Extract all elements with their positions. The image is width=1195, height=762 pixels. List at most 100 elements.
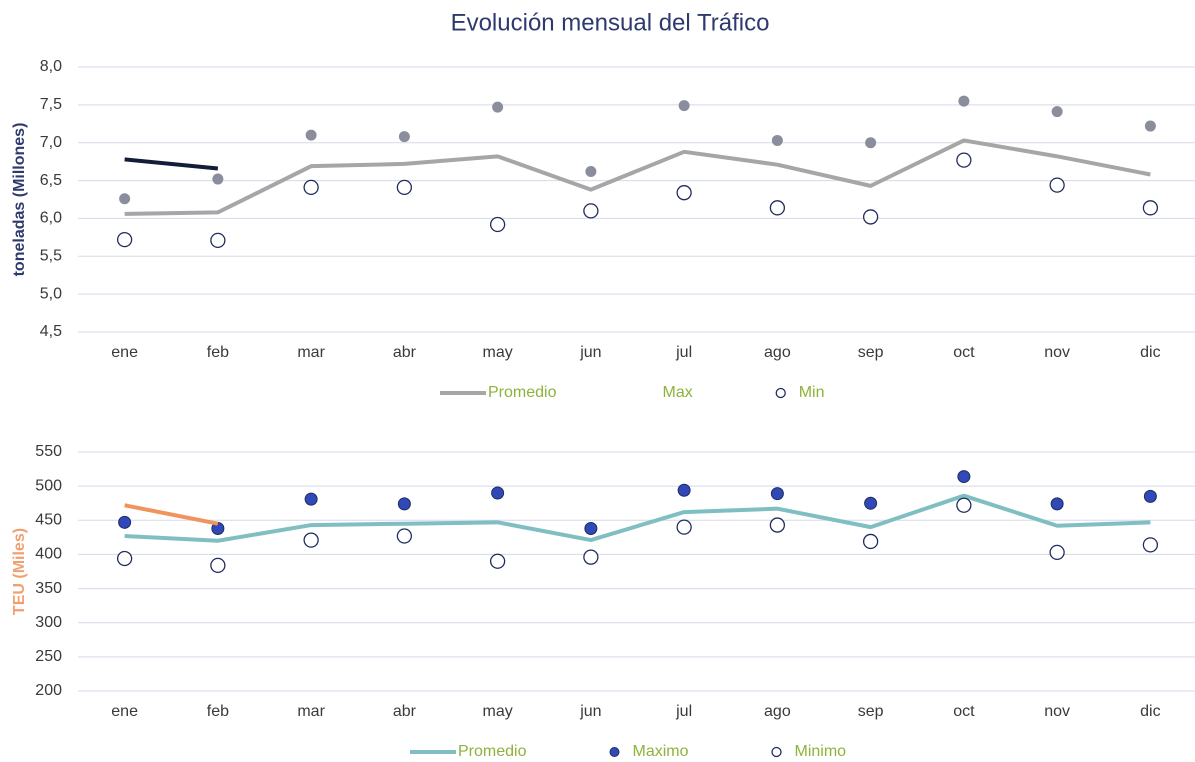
data-point (212, 173, 224, 185)
data-point (771, 134, 783, 146)
data-point (770, 487, 784, 501)
y-axis-label: toneladas (Millones) (11, 123, 28, 277)
data-point (116, 550, 133, 567)
data-point (119, 193, 131, 205)
x-tick-label: may (483, 344, 513, 361)
x-tick-label: may (483, 703, 513, 720)
legend-marker (775, 387, 786, 399)
y-tick-label: 7,5 (40, 96, 62, 113)
data-point (303, 179, 319, 196)
series-line (124, 493, 1151, 543)
data-point (585, 165, 597, 177)
data-point (1142, 200, 1159, 216)
legend-label: Min (799, 384, 825, 401)
y-tick-label: 5,0 (40, 285, 62, 302)
y-tick-label: 6,5 (40, 172, 62, 189)
data-point (956, 152, 972, 168)
x-tick-label: feb (207, 703, 229, 720)
legend-label: Promedio (488, 384, 557, 401)
y-axis-label: TEU (Miles) (11, 528, 28, 615)
y-tick-label: 300 (35, 614, 62, 631)
y-tick-label: 450 (35, 512, 62, 529)
data-point (118, 515, 132, 529)
y-tick-label: 500 (35, 477, 62, 494)
x-tick-label: oct (953, 703, 975, 720)
x-tick-label: ene (111, 703, 138, 720)
data-point (676, 519, 692, 535)
data-point (396, 528, 413, 544)
data-point (304, 492, 318, 506)
y-tick-label: 7,0 (40, 134, 62, 151)
data-point (677, 483, 691, 497)
data-point (397, 497, 411, 511)
data-point (305, 129, 317, 141)
x-tick-label: jun (579, 344, 601, 361)
series-line (124, 138, 1151, 216)
series-line (124, 157, 219, 171)
data-point (1143, 489, 1157, 503)
data-point (864, 496, 878, 510)
y-tick-label: 8,0 (40, 58, 62, 75)
data-point (492, 101, 504, 113)
x-tick-label: abr (393, 344, 417, 361)
x-tick-label: jul (675, 344, 692, 361)
data-point (116, 231, 133, 248)
data-point (1049, 544, 1065, 561)
x-tick-label: sep (858, 703, 884, 720)
data-point (398, 131, 410, 143)
y-tick-label: 550 (35, 443, 62, 460)
data-point (769, 200, 786, 216)
chart-title: Evolución mensual del Tráfico (451, 9, 770, 36)
legend-label: Promedio (458, 743, 527, 760)
x-tick-label: nov (1044, 344, 1070, 361)
x-tick-label: dic (1140, 344, 1160, 361)
data-point (489, 553, 506, 569)
data-point (769, 517, 786, 533)
x-tick-label: nov (1044, 703, 1070, 720)
data-point (956, 497, 972, 513)
data-point (676, 185, 692, 201)
data-point (1049, 177, 1065, 193)
data-point (489, 216, 506, 233)
legend-label: Maximo (632, 743, 688, 760)
data-point (583, 203, 599, 219)
y-tick-label: 250 (35, 648, 62, 665)
x-tick-label: ago (764, 703, 791, 720)
x-tick-label: feb (207, 344, 229, 361)
data-point (1144, 120, 1156, 132)
data-point (862, 209, 879, 225)
series-line (124, 503, 219, 526)
legend-marker (771, 746, 782, 758)
y-tick-label: 6,0 (40, 210, 62, 227)
legend-label: Max (662, 384, 692, 401)
data-point (865, 137, 877, 149)
x-tick-label: jul (675, 703, 692, 720)
legend-marker (609, 747, 620, 757)
data-point (303, 532, 319, 548)
data-point (396, 179, 413, 196)
x-tick-label: oct (953, 344, 975, 361)
x-tick-label: ago (764, 344, 791, 361)
data-point (1050, 497, 1064, 511)
data-point (210, 232, 226, 249)
x-tick-label: mar (297, 703, 325, 720)
x-tick-label: sep (858, 344, 884, 361)
x-tick-label: ene (111, 344, 138, 361)
data-point (1142, 537, 1159, 553)
y-tick-label: 4,5 (40, 323, 62, 340)
data-point (958, 95, 970, 107)
data-point (583, 549, 599, 565)
x-tick-label: mar (297, 344, 325, 361)
y-tick-label: 5,5 (40, 248, 62, 265)
data-point (678, 100, 690, 112)
data-point (957, 470, 971, 484)
y-tick-label: 350 (35, 580, 62, 597)
y-tick-label: 400 (35, 546, 62, 563)
x-tick-label: abr (393, 703, 417, 720)
data-point (1051, 106, 1063, 118)
data-point (584, 521, 598, 535)
data-point (491, 486, 505, 500)
data-point (210, 557, 226, 574)
x-tick-label: jun (579, 703, 601, 720)
